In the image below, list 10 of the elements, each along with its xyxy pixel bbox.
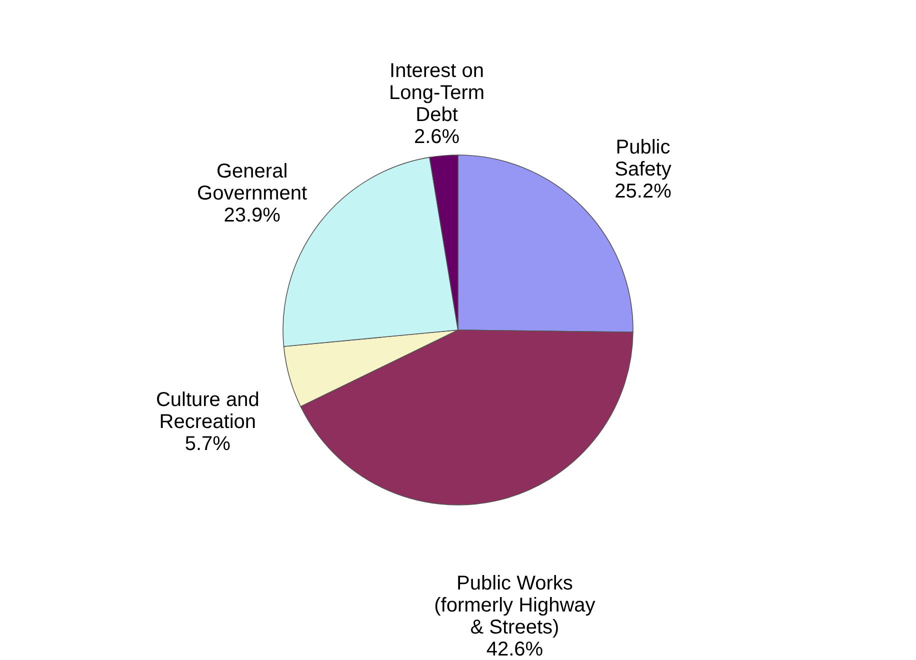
data-label: 2.6% <box>414 126 460 148</box>
data-label: 25.2% <box>614 180 672 202</box>
slice-label: General Government <box>197 160 308 204</box>
data-label: 23.9% <box>224 204 281 226</box>
slice-label: Interest on Long-Term Debt <box>388 60 485 126</box>
data-label: 42.6% <box>486 638 544 660</box>
slice-label: Public Safety <box>614 136 672 180</box>
slice-label: Culture and Recreation <box>156 389 260 434</box>
data-label: 5.7% <box>184 433 231 456</box>
slice-label: Public Works (formerly Highway & Streets) <box>434 572 596 639</box>
